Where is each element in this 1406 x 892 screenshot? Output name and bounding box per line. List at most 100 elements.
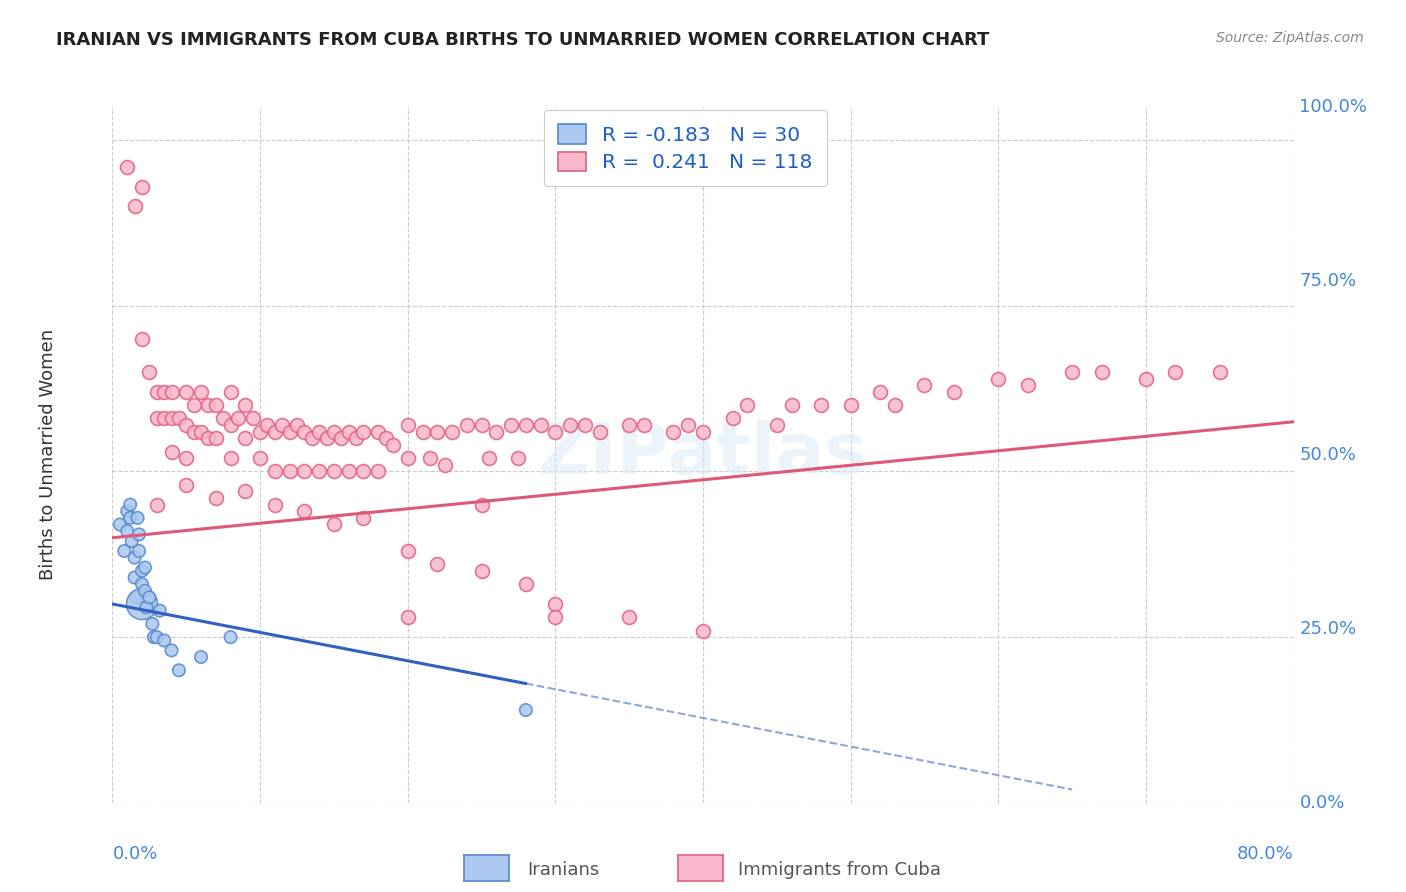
Point [174,477,197,491]
Point [330,431,353,445]
Point [190,384,212,399]
Text: Births to Unmarried Women: Births to Unmarried Women [38,329,56,581]
Point [138,591,160,605]
Point [374,431,396,445]
Point [219,451,242,466]
Point [160,643,183,657]
Point [869,384,891,399]
Text: 0.0%: 0.0% [112,845,157,863]
Point [558,418,582,433]
Point [315,431,337,445]
Point [249,451,271,466]
Point [127,511,149,525]
Point [1164,365,1187,379]
Point [125,591,148,605]
Point [167,411,190,425]
Point [292,465,315,479]
Point [478,451,501,466]
Point [352,465,374,479]
Point [249,425,271,439]
Point [678,418,700,433]
Point [766,418,789,433]
Point [264,498,287,512]
Text: Iranians: Iranians [527,861,599,879]
Point [470,498,494,512]
Point [264,465,287,479]
Point [131,577,153,591]
Point [721,411,744,425]
Point [134,583,156,598]
Point [146,411,169,425]
Point [810,398,832,412]
Point [308,465,330,479]
Point [470,564,494,578]
Point [160,411,183,425]
Point [120,511,142,525]
Point [323,517,346,532]
Point [160,444,183,458]
Point [987,372,1010,386]
Point [124,199,146,213]
Point [117,524,138,538]
Point [134,560,156,574]
Point [131,332,153,346]
Point [138,365,160,379]
Point [219,630,242,644]
Point [153,384,176,399]
Point [190,425,212,439]
Point [124,570,146,584]
Point [914,378,936,392]
Point [426,558,449,572]
Point [149,604,172,618]
Point [544,425,567,439]
Point [121,534,143,549]
Point [662,425,685,439]
Point [501,418,523,433]
Point [146,630,169,644]
Point [574,418,596,433]
Point [396,544,419,558]
Point [337,425,360,439]
Point [112,544,135,558]
Point [212,411,235,425]
Point [120,498,142,512]
Point [167,663,190,677]
Point [352,425,374,439]
Point [205,398,228,412]
Point [396,418,419,433]
Point [544,597,567,611]
Point [108,517,131,532]
Point [619,418,641,433]
Point [146,498,169,512]
Text: Immigrants from Cuba: Immigrants from Cuba [738,861,941,879]
Point [226,411,249,425]
Point [190,650,212,665]
Point [433,458,456,472]
Point [174,384,197,399]
Point [285,418,308,433]
Point [529,418,551,433]
Point [367,465,389,479]
Point [396,610,419,624]
Point [219,384,242,399]
Point [884,398,907,412]
Point [141,616,163,631]
Point [292,425,315,439]
Point [153,633,176,648]
Point [183,398,205,412]
Point [780,398,803,412]
Point [124,550,146,565]
Point [219,418,242,433]
Point [117,504,138,518]
Point [242,411,264,425]
Point [588,425,610,439]
Point [619,610,641,624]
Point [515,577,537,591]
Point [456,418,478,433]
Point [256,418,278,433]
Text: 75.0%: 75.0% [1299,272,1357,290]
Point [515,703,537,717]
Point [117,160,138,174]
Point [278,425,301,439]
Point [737,398,759,412]
